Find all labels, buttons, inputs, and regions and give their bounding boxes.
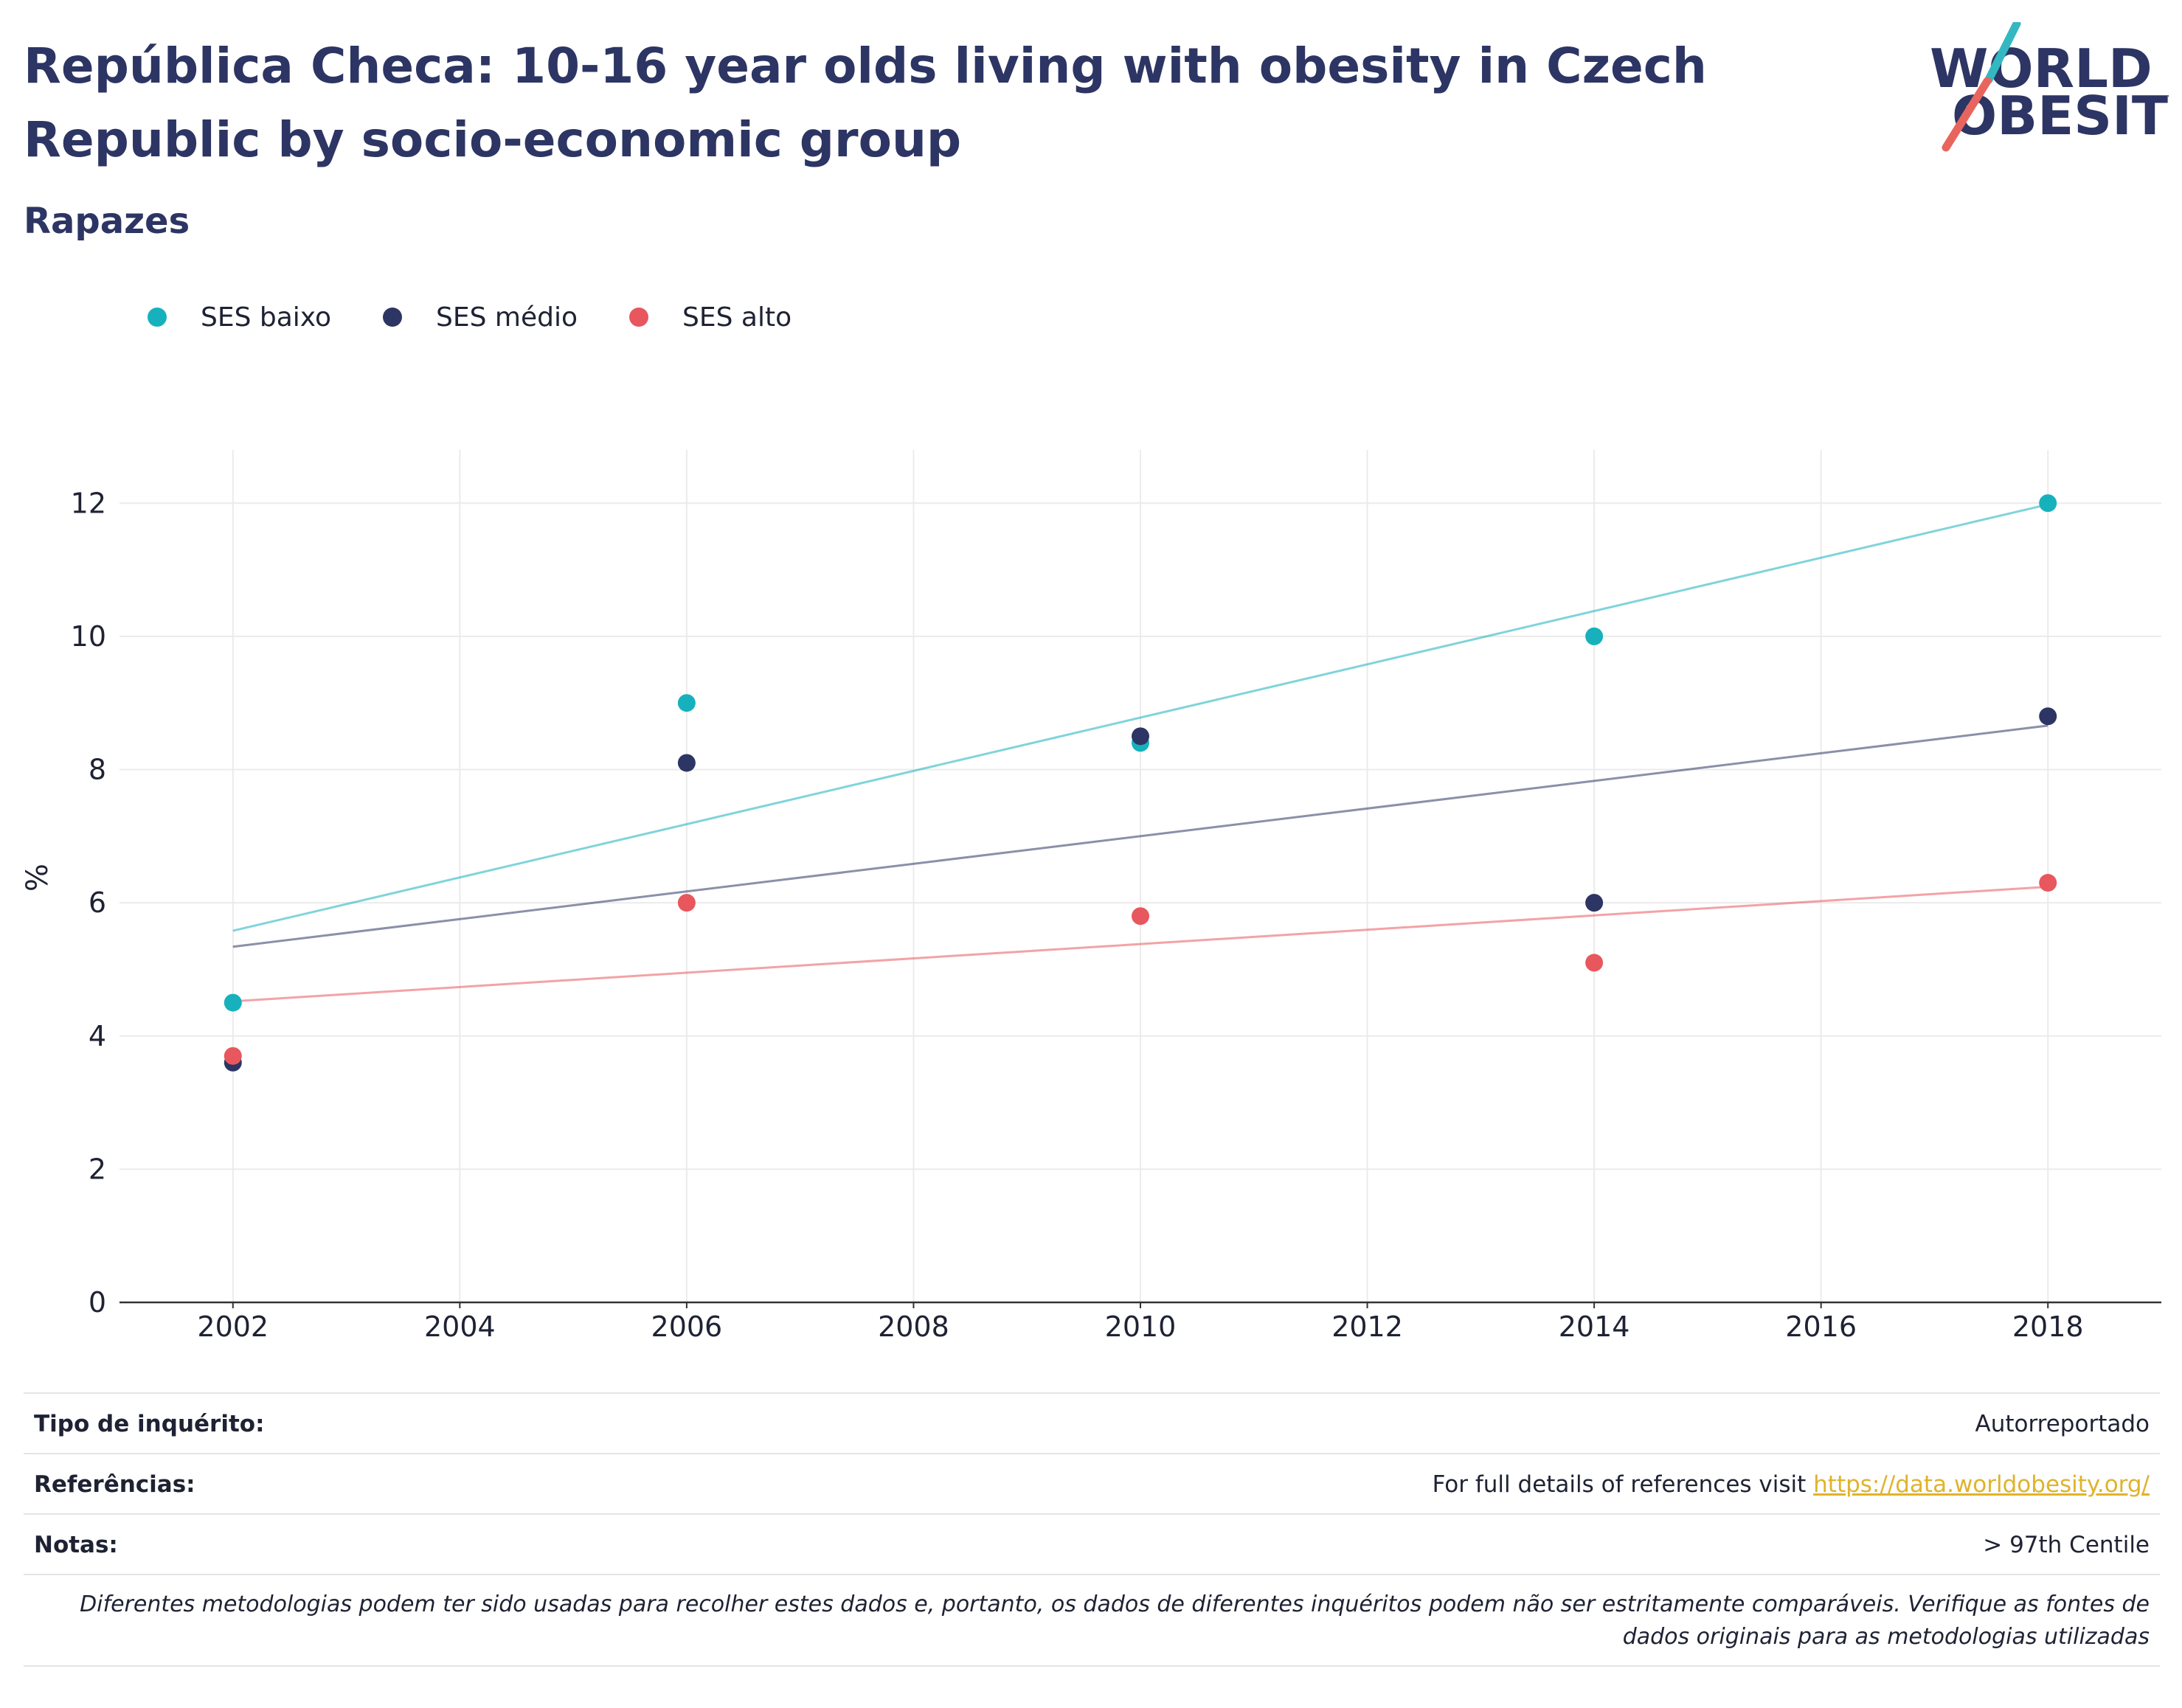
trend-lines [232,503,2048,1003]
data-points [224,494,2057,1072]
references-row: Referências: For full details of referen… [24,1453,2160,1515]
notes-row: Notas: > 97th Centile [24,1513,2160,1575]
data-point-ses-m-dio [677,754,696,772]
legend-marker [629,308,649,327]
references-value: For full details of references visit htt… [1433,1471,2160,1498]
data-point-ses-alto [1585,954,1604,972]
survey-type-value: Autorreportado [1975,1411,2150,1437]
legend-item-ses-medio[interactable]: SES médio [383,302,578,333]
data-point-ses-baixo [1585,627,1604,645]
data-point-ses-alto [224,1046,242,1065]
legend-label: SES médio [436,302,578,333]
logo-word-1: WORLD [1930,38,2152,100]
trend-line-ses-baixo [232,503,2048,932]
chart-legend: SES baixo SES médio SES alto [148,295,843,339]
references-label: Referências: [34,1471,195,1498]
legend-label: SES baixo [201,302,332,333]
trend-line-ses-alto [232,885,2048,1003]
methodology-disclaimer: Diferentes metodologias podem ter sido u… [24,1574,2160,1667]
scatter-chart: 2002 2004 2006 2008 2010 2012 2014 2016 2018 0 2 4 6… [21,450,2161,1343]
notes-label: Notas: [34,1532,118,1558]
data-point-ses-m-dio [2039,707,2057,726]
x-tick-label: 2016 [1785,1310,1857,1343]
legend-marker [383,308,403,327]
x-tick-label: 2002 [197,1310,269,1343]
legend-item-ses-baixo[interactable]: SES baixo [148,302,331,333]
trend-line-ses-m-dio [232,724,2048,948]
data-point-ses-m-dio [1132,727,1149,746]
data-point-ses-m-dio [1585,894,1604,912]
data-point-ses-alto [677,894,696,912]
y-tick-label: 4 [89,1020,106,1052]
y-tick-label: 8 [89,754,106,786]
data-point-ses-baixo [2039,494,2057,513]
y-tick-label: 2 [89,1153,106,1185]
data-point-ses-baixo [224,993,242,1012]
logo-slash-teal [1984,22,2021,84]
x-tick-label: 2014 [1559,1310,1630,1343]
legend-marker [148,308,167,327]
references-link[interactable]: https://data.worldobesity.org/ [1813,1471,2150,1498]
notes-value: > 97th Centile [1983,1532,2150,1558]
references-text: For full details of references visit [1432,1471,1807,1498]
legend-item-ses-alto[interactable]: SES alto [629,302,792,333]
logo-word-2: OBESITY [1952,85,2169,147]
x-tick-label: 2012 [1331,1310,1403,1343]
survey-type-label: Tipo de inquérito: [34,1411,265,1437]
y-tick-label: 12 [71,487,106,519]
chart-grid [120,450,2161,1302]
x-tick-label: 2010 [1105,1310,1177,1343]
data-point-ses-baixo [677,694,696,712]
chart-title: República Checa: 10-16 year olds living … [24,38,1707,168]
y-tick-label: 6 [89,886,106,919]
world-obesity-logo: WORLD OBESITY [1930,22,2169,152]
legend-label: SES alto [682,302,792,333]
y-axis-label: % [21,864,55,892]
y-tick-label: 0 [89,1286,106,1319]
x-tick-label: 2018 [2012,1310,2084,1343]
x-tick-label: 2006 [651,1310,723,1343]
survey-type-row: Tipo de inquérito: Autorreportado [24,1392,2160,1454]
x-tick-label: 2004 [424,1310,496,1343]
chart-subtitle: Rapazes [24,201,190,242]
y-tick-label: 10 [71,620,106,653]
logo-slash-red [1942,77,1992,152]
data-point-ses-alto [1132,907,1149,926]
chart-axes: 2002 2004 2006 2008 2010 2012 2014 2016 2018 0 2 4 6… [71,487,2161,1343]
data-point-ses-alto [2039,874,2057,892]
info-table: Tipo de inquérito: Autorreportado Referê… [24,1392,2160,1702]
x-tick-label: 2008 [878,1310,949,1343]
